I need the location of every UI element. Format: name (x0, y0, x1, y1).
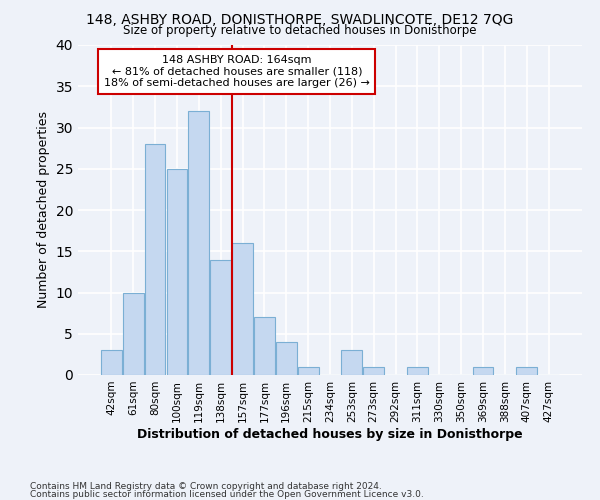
Bar (167, 169, 187, 375)
Bar (232, 243, 253, 375)
Text: 148, ASHBY ROAD, DONISTHORPE, SWADLINCOTE, DE12 7QG: 148, ASHBY ROAD, DONISTHORPE, SWADLINCOT… (86, 12, 514, 26)
Bar (517, 367, 537, 375)
Bar (254, 318, 275, 375)
Text: Contains public sector information licensed under the Open Government Licence v3: Contains public sector information licen… (30, 490, 424, 499)
Text: Contains HM Land Registry data © Crown copyright and database right 2024.: Contains HM Land Registry data © Crown c… (30, 482, 382, 491)
Bar (473, 367, 493, 375)
Y-axis label: Number of detached properties: Number of detached properties (37, 112, 50, 308)
Text: Size of property relative to detached houses in Donisthorpe: Size of property relative to detached ho… (123, 24, 477, 37)
Text: 148 ASHBY ROAD: 164sqm
← 81% of detached houses are smaller (118)
18% of semi-de: 148 ASHBY ROAD: 164sqm ← 81% of detached… (104, 55, 370, 88)
Bar (364, 367, 384, 375)
Bar (298, 367, 319, 375)
Bar (407, 367, 428, 375)
Bar (145, 144, 166, 375)
Bar (188, 111, 209, 375)
Bar (123, 292, 143, 375)
Bar (341, 350, 362, 375)
Bar (101, 350, 122, 375)
Bar (210, 260, 231, 375)
X-axis label: Distribution of detached houses by size in Donisthorpe: Distribution of detached houses by size … (137, 428, 523, 440)
Bar (276, 342, 296, 375)
